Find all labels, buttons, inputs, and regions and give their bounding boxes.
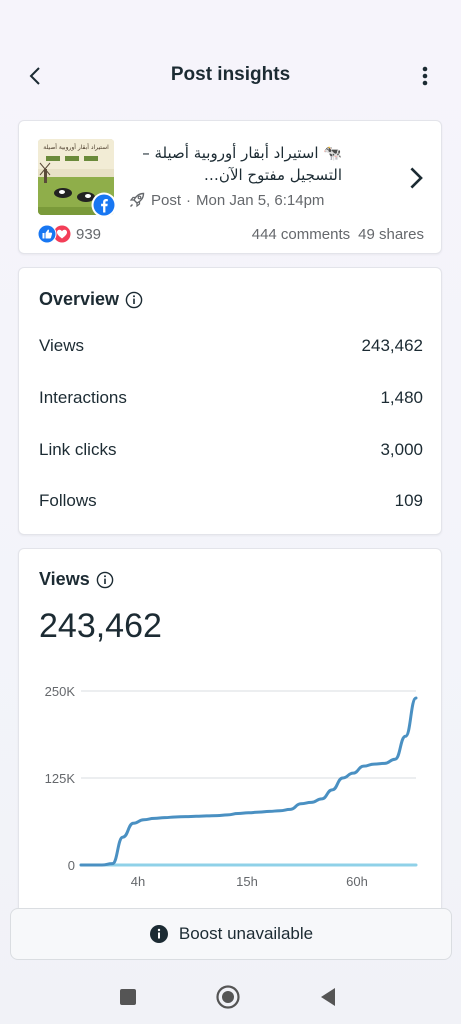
thumbnail-text: استيراد أبقار أوروبية أصيلة — [43, 143, 109, 151]
metric-label: Interactions — [39, 388, 127, 407]
post-caption-line-1: 🐄 استيراد أبقار أوروبية أصيلة – — [142, 144, 342, 162]
y-tick-label: 0 — [68, 858, 75, 873]
meta-separator: · — [186, 191, 192, 209]
triangle-back-icon — [321, 988, 335, 1006]
overview-card: Overview Views 243,462 Interactions 1,48… — [18, 267, 442, 535]
x-tick-label: 4h — [131, 874, 145, 889]
info-icon[interactable] — [96, 571, 114, 589]
metric-value: 109 — [394, 491, 423, 510]
views-heading: Views — [39, 569, 114, 590]
reactions-summary[interactable]: 939 — [37, 224, 101, 244]
views-line-chart: 250K 125K 0 4h 15h 60h — [45, 684, 418, 889]
views-total: 243,462 — [39, 607, 162, 645]
post-type: Post — [151, 191, 182, 209]
overview-heading: Overview — [39, 289, 143, 310]
page-title: Post insights — [170, 64, 291, 85]
chevron-left-icon — [29, 67, 40, 85]
boost-label: Boost unavailable — [178, 924, 314, 943]
more-vertical-icon — [422, 66, 428, 86]
x-tick-label: 60h — [346, 874, 368, 889]
views-card: Views 243,462 250K 125K 0 4h 15h 60h — [18, 548, 442, 908]
info-filled-icon — [149, 925, 168, 943]
post-meta: Post · Mon Jan 5, 6:14pm — [128, 191, 324, 209]
post-date: Mon Jan 5, 6:14pm — [196, 191, 325, 209]
love-reaction-icon — [52, 224, 72, 244]
rocket-icon — [129, 192, 145, 208]
home-button[interactable] — [215, 984, 241, 1010]
more-options-button[interactable] — [411, 62, 439, 90]
recents-button[interactable] — [115, 984, 141, 1010]
metric-row-follows: Follows 109 — [39, 489, 423, 513]
boost-button[interactable]: Boost unavailable — [10, 908, 452, 960]
views-series-line — [79, 696, 418, 867]
chevron-right-icon[interactable] — [403, 166, 427, 190]
shares-count[interactable]: 49 shares — [358, 226, 424, 243]
square-icon — [120, 989, 136, 1005]
metric-value: 1,480 — [380, 388, 423, 407]
metric-value: 3,000 — [380, 440, 423, 459]
metric-label: Link clicks — [39, 440, 117, 459]
metric-value: 243,462 — [361, 336, 423, 355]
like-reaction-icon — [37, 224, 57, 244]
back-button[interactable] — [22, 62, 50, 90]
home-circle-icon — [216, 985, 240, 1009]
metric-row-interactions: Interactions 1,480 — [39, 386, 423, 410]
views-title: Views — [39, 569, 90, 589]
metric-label: Views — [39, 336, 85, 355]
info-icon[interactable] — [125, 291, 143, 309]
y-tick-label: 250K — [45, 684, 76, 699]
y-tick-label: 125K — [45, 771, 76, 786]
comments-count[interactable]: 444 comments — [251, 226, 351, 243]
reactions-count: 939 — [76, 225, 102, 243]
system-navigation-bar — [0, 970, 461, 1024]
metric-label: Follows — [39, 491, 97, 510]
top-app-bar: Post insights — [0, 56, 461, 96]
post-caption: 🐄 استيراد أبقار أوروبية أصيلة – التسجيل … — [106, 142, 342, 186]
x-tick-label: 15h — [236, 874, 258, 889]
facebook-icon — [91, 192, 117, 218]
metric-row-views: Views 243,462 — [39, 334, 423, 358]
metric-row-link-clicks: Link clicks 3,000 — [39, 438, 423, 462]
back-nav-button[interactable] — [315, 984, 341, 1010]
post-caption-line-2: التسجيل مفتوح الآن… — [203, 166, 342, 184]
overview-title: Overview — [39, 289, 120, 309]
engagement-counts: 444 comments 49 shares — [252, 226, 424, 243]
